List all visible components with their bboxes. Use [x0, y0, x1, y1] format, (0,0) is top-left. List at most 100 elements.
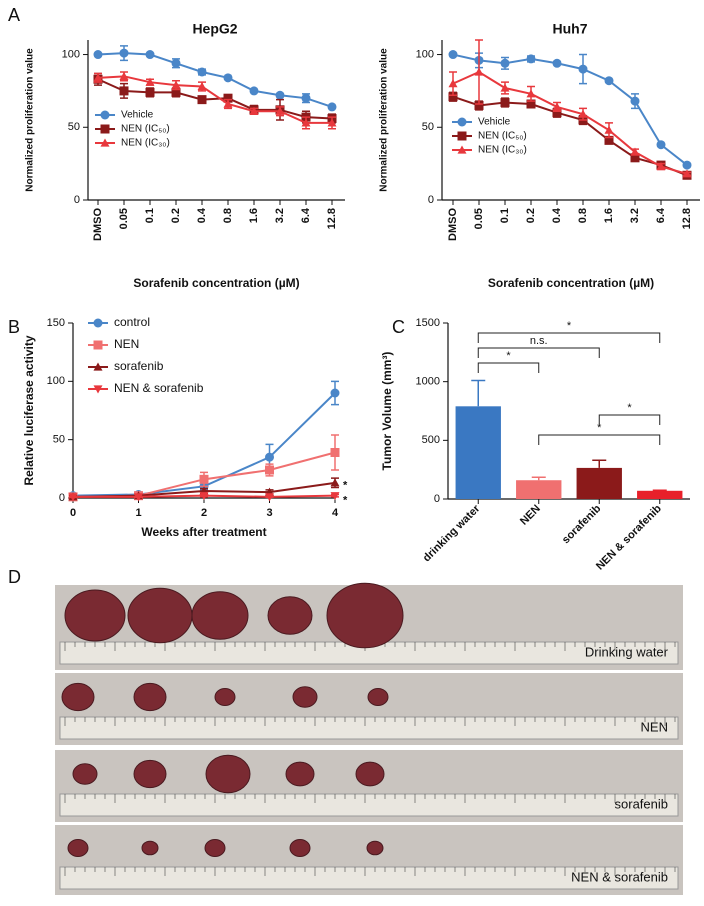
x-tick-label: 3.2 [274, 208, 286, 223]
significance-label: * [597, 422, 602, 434]
y-tick-label: 1500 [416, 317, 440, 329]
photo-label: NEN & sorafenib [571, 869, 668, 884]
marker [145, 87, 155, 97]
tumor [289, 839, 311, 857]
marker [500, 58, 510, 68]
y-tick-label: 100 [47, 375, 65, 387]
legend-label: Vehicle [478, 117, 511, 128]
y-axis-title: Relative luciferase activity [22, 335, 36, 485]
series-line [97, 78, 333, 120]
x-tick-label: 0.8 [222, 208, 234, 223]
x-tick-label: sorafenib [560, 502, 604, 546]
significance-label: * [506, 350, 511, 362]
marker [552, 108, 562, 118]
photo-label: NEN [641, 719, 668, 734]
marker [500, 83, 510, 92]
marker [682, 169, 692, 178]
y-tick-label: 0 [428, 194, 434, 206]
marker [604, 135, 614, 145]
marker [100, 110, 110, 120]
tumor [205, 754, 251, 794]
x-tick-label: 1 [135, 507, 141, 519]
x-tick-label: 0.4 [196, 207, 208, 223]
x-tick-label: NEN [518, 503, 543, 528]
error-bar [652, 489, 667, 491]
marker [656, 140, 666, 150]
bar [455, 406, 501, 499]
marker [330, 388, 340, 398]
marker [199, 492, 209, 501]
marker [197, 95, 207, 105]
marker [93, 385, 103, 394]
ruler [59, 793, 679, 817]
tumor [133, 759, 167, 789]
marker [100, 138, 110, 147]
marker [578, 64, 588, 74]
bar [576, 467, 622, 499]
legend-label: NEN & sorafenib [114, 381, 204, 395]
tumor [141, 840, 159, 856]
marker [119, 48, 129, 58]
marker [330, 448, 340, 457]
marker [457, 145, 467, 154]
legend-label: Vehicle [121, 110, 154, 121]
marker [197, 82, 207, 91]
marker [223, 73, 233, 83]
marker [93, 50, 103, 60]
marker [68, 493, 78, 502]
x-tick-label: 0 [70, 507, 76, 519]
tumor [326, 582, 404, 649]
legend-label: control [114, 315, 150, 329]
photo-label: Drinking water [585, 644, 669, 659]
panel-label: A [8, 5, 20, 25]
tumor [367, 688, 389, 706]
marker [526, 89, 536, 98]
marker [265, 452, 274, 462]
x-tick-label: drinking water [421, 502, 483, 564]
marker [171, 87, 181, 97]
bar [637, 490, 683, 499]
marker [265, 465, 274, 475]
y-tick-label: 500 [422, 434, 440, 446]
x-tick-label: 4 [332, 507, 339, 519]
x-tick-label: 0.8 [577, 208, 589, 223]
photo-label: sorafenib [615, 796, 668, 811]
marker [301, 93, 311, 103]
legend-label: NEN (IC₃₀) [478, 145, 527, 156]
marker [93, 340, 103, 350]
marker [526, 99, 536, 109]
x-tick-label: 3 [266, 507, 272, 519]
x-tick-label: 2 [201, 507, 207, 519]
marker [682, 160, 692, 170]
panel-label: D [8, 567, 21, 587]
tumor [292, 686, 318, 708]
tumor [133, 682, 167, 712]
marker [171, 58, 181, 68]
marker [199, 474, 209, 484]
tumor [72, 763, 98, 785]
x-tick-label: 6.4 [300, 207, 312, 223]
marker [330, 492, 340, 501]
marker [265, 493, 274, 502]
marker [119, 71, 129, 80]
series-line [452, 53, 688, 166]
x-tick-label: 0.4 [551, 207, 563, 223]
panel-label: B [8, 317, 20, 337]
marker [552, 102, 562, 111]
marker [249, 86, 259, 96]
significance-label: n.s. [530, 335, 548, 347]
marker [656, 162, 666, 171]
marker [448, 79, 458, 88]
marker [119, 86, 129, 96]
y-tick-label: 1000 [416, 376, 440, 388]
x-tick-label: 0.1 [499, 208, 511, 223]
marker [197, 67, 207, 77]
marker [275, 106, 285, 115]
marker [474, 100, 484, 110]
tumor [204, 839, 226, 857]
x-tick-label: 12.8 [326, 208, 338, 229]
y-tick-label: 50 [68, 121, 80, 133]
tumor [355, 761, 385, 787]
x-tick-label: 3.2 [629, 208, 641, 223]
